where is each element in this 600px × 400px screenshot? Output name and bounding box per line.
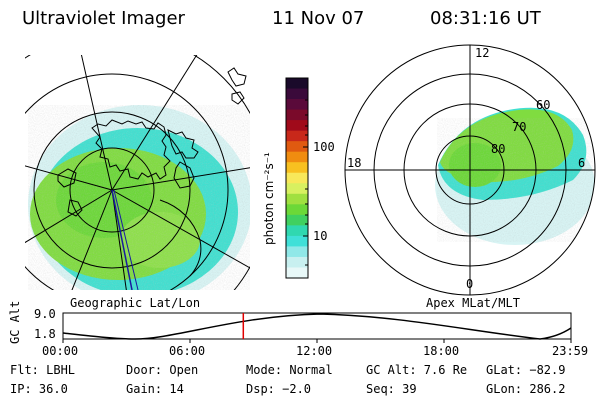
colorbar-segment <box>286 183 308 195</box>
coastlines <box>57 67 247 277</box>
xtick-0600: 06:00 <box>169 344 206 358</box>
altitude-curve <box>62 313 572 340</box>
colorbar-tick-100: 100 <box>313 140 335 154</box>
lat-grid-left <box>25 55 250 290</box>
colorbar-segment <box>286 120 308 132</box>
altitude-plot <box>62 312 572 343</box>
xtick-0000: 00:00 <box>42 344 79 358</box>
colorbar <box>286 78 308 279</box>
mlt-label-12: 12 <box>475 46 490 60</box>
colorbar-segment <box>286 109 308 121</box>
time-label: 08:31:16 UT <box>430 8 541 29</box>
geographic-map <box>25 55 250 290</box>
xtick-2359: 23:59 <box>552 344 589 358</box>
mlat-label-60: 60 <box>536 98 551 112</box>
mlt-label-18: 18 <box>347 156 362 170</box>
colorbar-segment <box>286 246 308 258</box>
altitude-xticks <box>62 339 572 343</box>
info-gain: Gain: 14 <box>126 382 184 396</box>
colorbar-tick-10: 10 <box>313 229 328 243</box>
date-label: 11 Nov 07 <box>272 8 365 29</box>
altitude-frame <box>62 312 572 340</box>
info-gc-alt: GC Alt: 7.6 Re <box>366 363 468 377</box>
mlt-label-6: 6 <box>578 156 586 170</box>
mlat-label-80: 80 <box>491 142 506 156</box>
info-door: Door: Open <box>126 363 199 377</box>
altitude-ylabel: GC Alt <box>8 300 22 344</box>
lon-grid-left <box>25 55 250 290</box>
colorbar-segment <box>286 193 308 205</box>
geographic-caption: Geographic Lat/Lon <box>70 296 201 310</box>
colorbar-unit-label: photon cm⁻²s⁻¹ <box>262 152 276 245</box>
info-glon: GLon: 286.2 <box>486 382 566 396</box>
colorbar-segment <box>286 267 308 279</box>
colorbar-segment <box>286 172 308 184</box>
xtick-1800: 18:00 <box>423 344 460 358</box>
altitude-ytick-top: 9.0 <box>34 307 56 321</box>
colorbar-segment <box>286 141 308 153</box>
info-mode: Mode: Normal <box>246 363 333 377</box>
info-ip: IP: 36.0 <box>10 382 68 396</box>
info-glat: GLat: −82.9 <box>486 363 566 377</box>
colorbar-segment <box>286 130 308 142</box>
colorbar-segment <box>286 151 308 163</box>
xtick-1200: 12:00 <box>296 344 333 358</box>
colorbar-segment <box>286 235 308 248</box>
mlat-grid <box>344 44 596 296</box>
colorbar-segment <box>286 225 308 237</box>
colorbar-segment <box>286 256 308 269</box>
altitude-ytick-bottom: 1.8 <box>34 327 56 341</box>
mlat-label-70: 70 <box>512 120 527 134</box>
info-seq: Seq: 39 <box>366 382 417 396</box>
colorbar-segment <box>286 162 308 174</box>
info-flt: Flt: LBHL <box>10 363 76 377</box>
colorbar-segment <box>286 204 308 216</box>
mlt-label-0: 0 <box>466 277 474 291</box>
colorbar-ticks <box>303 99 308 266</box>
colorbar-frame <box>285 77 309 279</box>
colorbar-segment <box>286 99 308 111</box>
colorbar-segment <box>286 88 308 100</box>
info-dsp: Dsp: −2.0 <box>246 382 312 396</box>
colorbar-segment <box>286 78 308 90</box>
apex-caption: Apex MLat/MLT <box>426 296 520 310</box>
instrument-title: Ultraviolet Imager <box>22 8 185 29</box>
colorbar-segment <box>286 214 308 226</box>
